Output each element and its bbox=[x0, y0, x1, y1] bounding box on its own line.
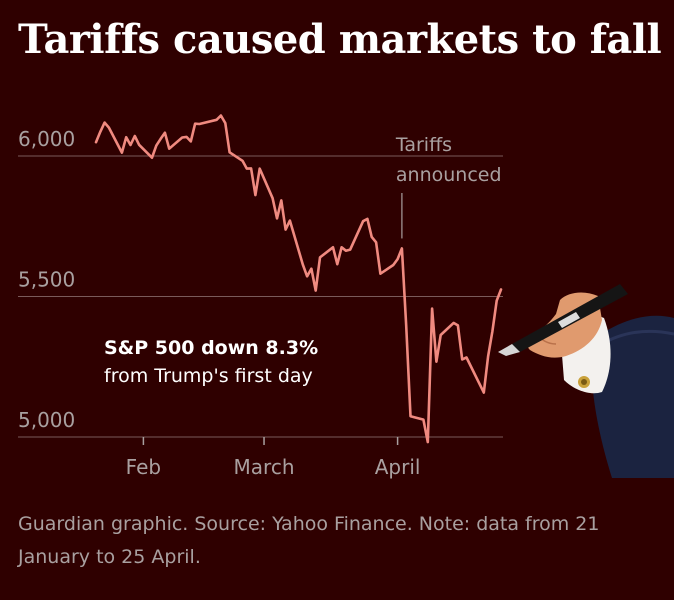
callout-headline: S&P 500 down 8.3% bbox=[104, 337, 319, 359]
x-tick-label: Feb bbox=[126, 455, 161, 479]
x-axis-ticks: Feb March April bbox=[126, 437, 421, 479]
chart-callout: S&P 500 down 8.3% from Trump's first day bbox=[104, 334, 318, 390]
pen-shape bbox=[498, 284, 628, 356]
x-tick-label: March bbox=[234, 455, 295, 479]
annotation-text: Tariffs bbox=[395, 134, 452, 156]
y-axis-ticks: 5,000 5,500 6,000 bbox=[18, 127, 75, 432]
y-tick-label: 6,000 bbox=[18, 127, 75, 151]
sp500-series-line bbox=[94, 114, 503, 444]
hand-with-pen-illustration bbox=[498, 284, 674, 478]
y-tick-label: 5,500 bbox=[18, 268, 75, 292]
chart-title: Tariffs caused markets to fall bbox=[18, 16, 662, 63]
annotation-text: announced bbox=[396, 164, 502, 186]
x-tick-label: April bbox=[375, 455, 421, 479]
callout-subtext: from Trump's first day bbox=[104, 365, 313, 387]
source-note: Guardian graphic. Source: Yahoo Finance.… bbox=[18, 513, 600, 568]
gridlines bbox=[18, 155, 503, 438]
y-tick-label: 5,000 bbox=[18, 408, 75, 432]
tariffs-annotation: Tariffs announced bbox=[395, 134, 502, 239]
